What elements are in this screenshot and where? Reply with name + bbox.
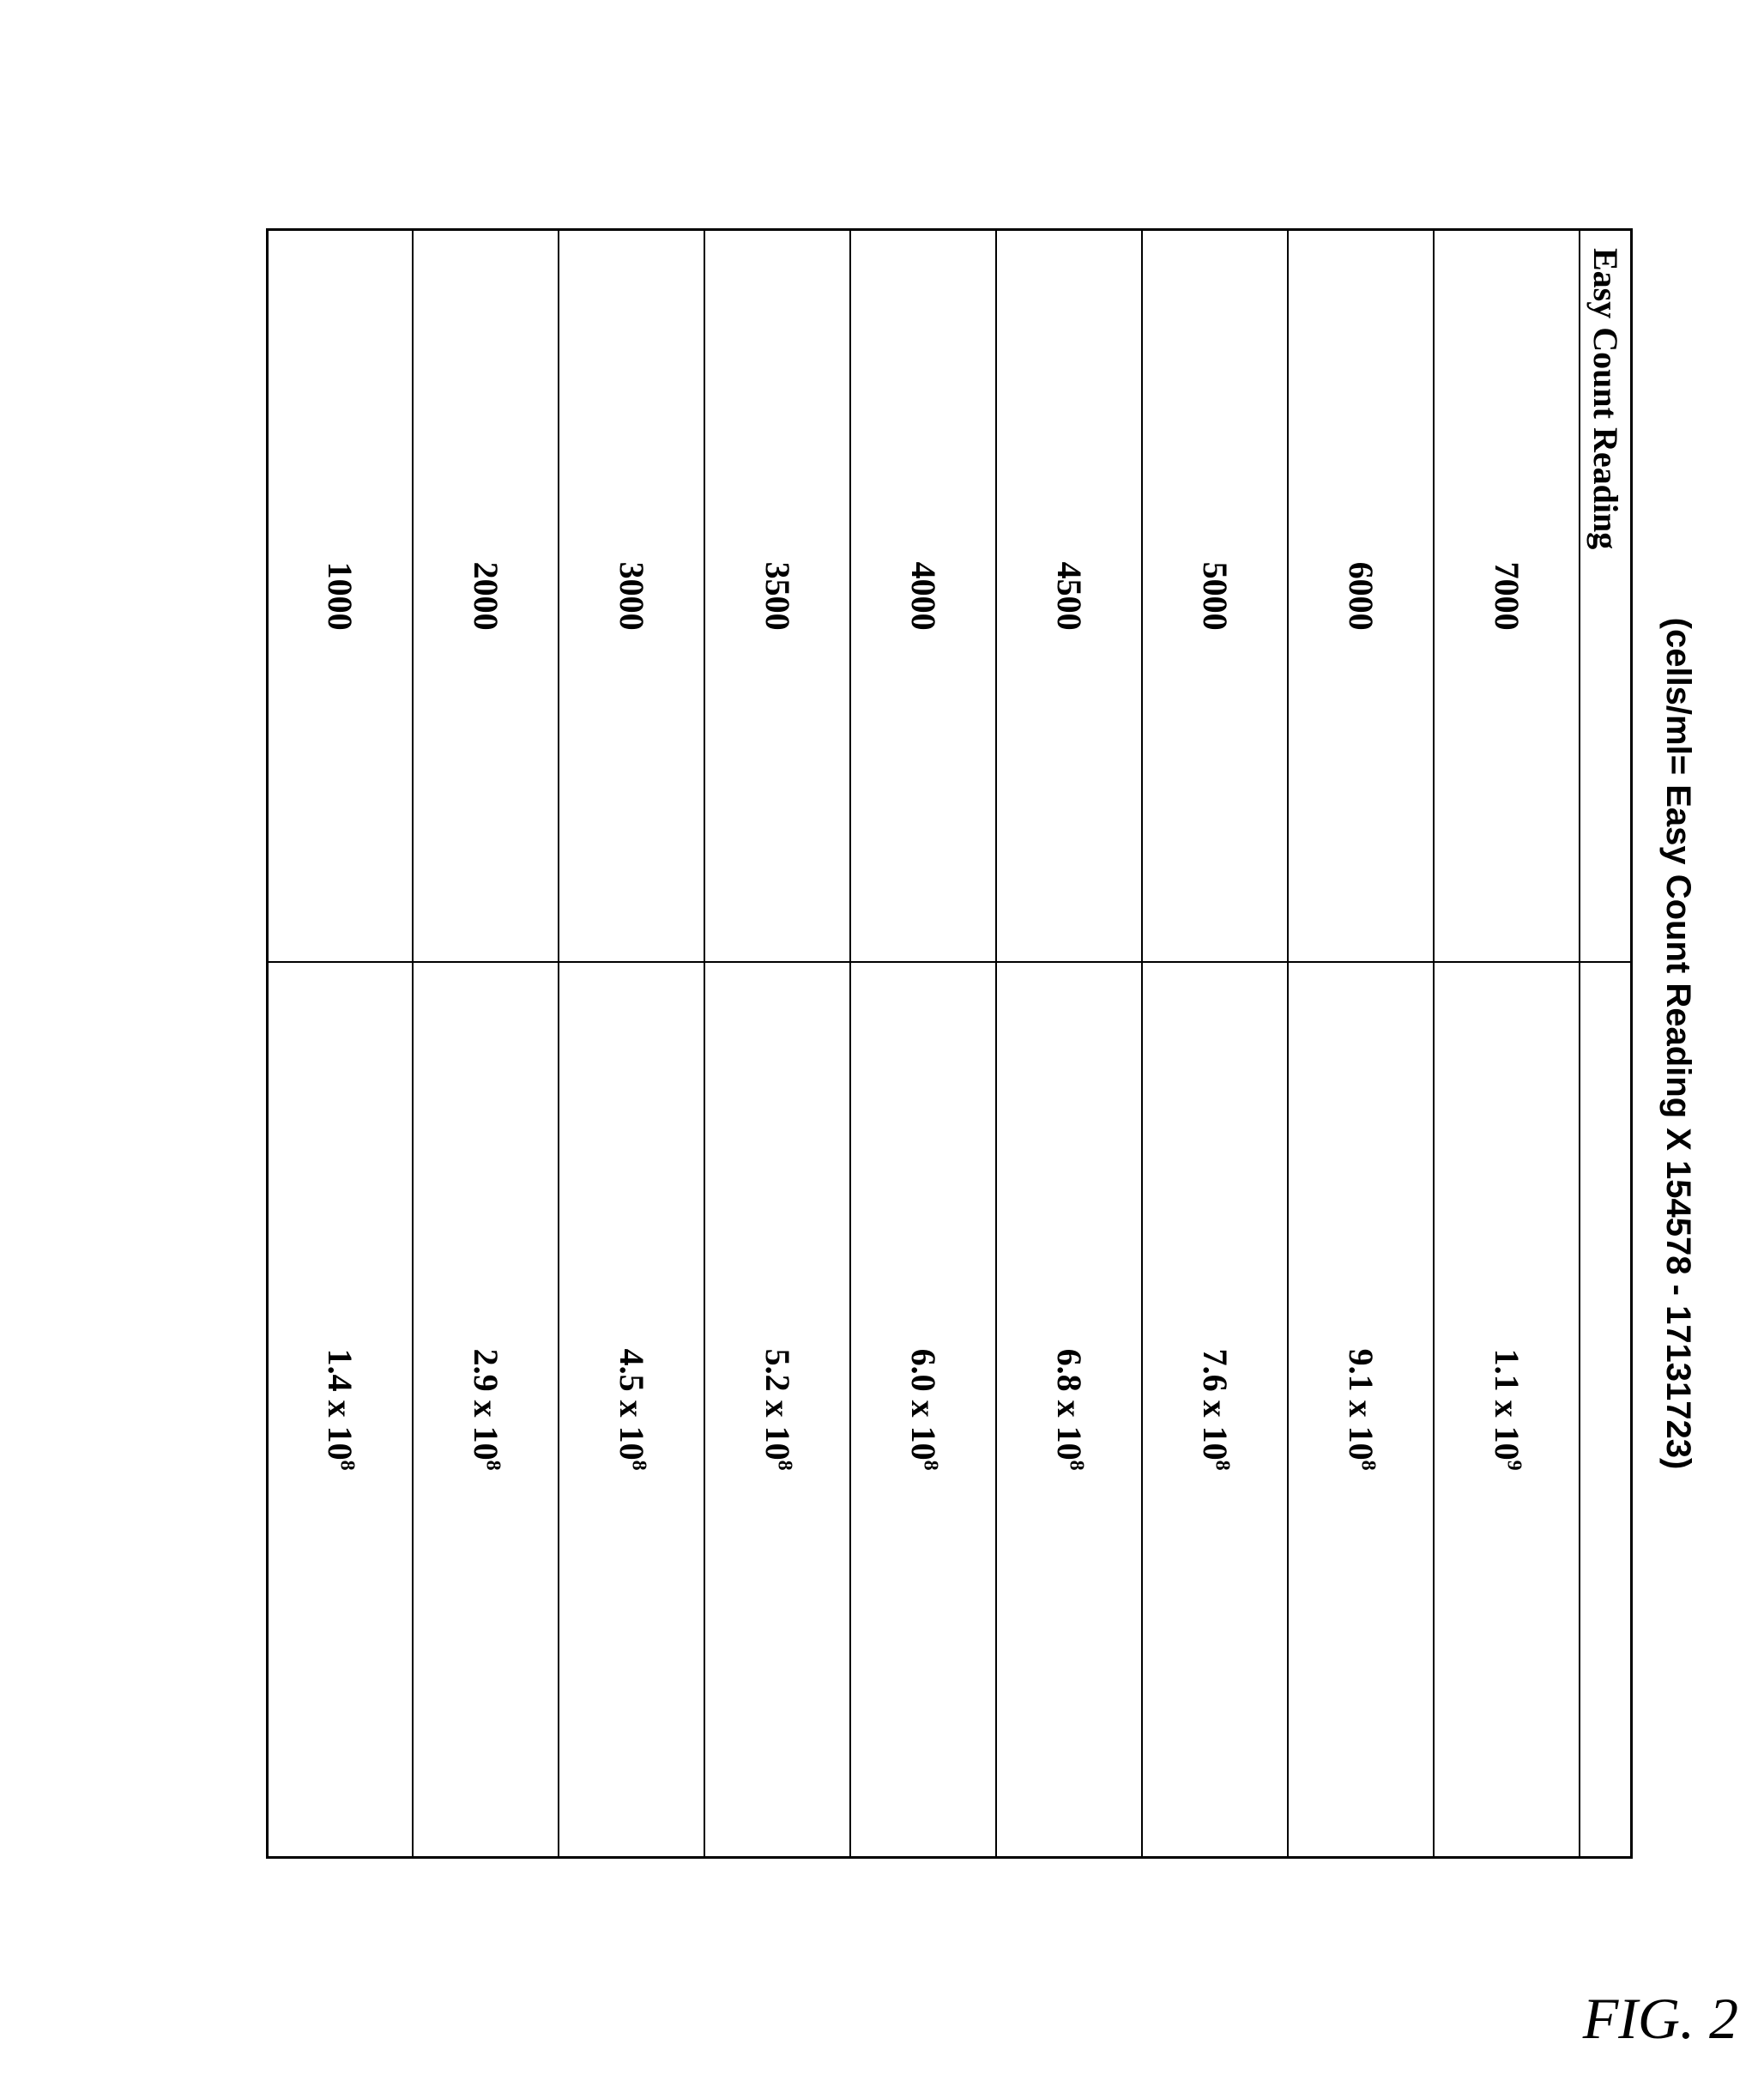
table-row: 3500 5.2 x 108 <box>705 230 851 1858</box>
cell-concentration: 1.1 x 109 <box>1435 962 1580 1857</box>
table-row: 7000 1.1 x 109 <box>1435 230 1580 1858</box>
cell-concentration: 5.2 x 108 <box>705 962 851 1857</box>
scientific-value: 6.8 x 108 <box>1049 1349 1090 1471</box>
cell-reading: 4500 <box>997 230 1143 963</box>
cell-reading: 3500 <box>705 230 851 963</box>
cell-reading: 1000 <box>268 230 414 963</box>
table-row: 4000 6.0 x 108 <box>851 230 997 1858</box>
figure-label: FIG. 2 <box>1583 1985 1738 2053</box>
cell-concentration: 4.5 x 108 <box>559 962 705 1857</box>
cell-concentration: 7.6 x 108 <box>1143 962 1289 1857</box>
scientific-value: 4.5 x 108 <box>612 1349 652 1471</box>
table-row: 2000 2.9 x 108 <box>414 230 559 1858</box>
header-empty <box>1580 962 1632 1857</box>
table-row: 3000 4.5 x 108 <box>559 230 705 1858</box>
cell-reading: 6000 <box>1289 230 1435 963</box>
cell-reading: 2000 <box>414 230 559 963</box>
table-body: 7000 1.1 x 109 6000 9.1 x 108 5000 7.6 x 108 4… <box>268 230 1580 1858</box>
cell-concentration: 6.8 x 108 <box>997 962 1143 1857</box>
scientific-value: 9.1 x 108 <box>1341 1349 1381 1471</box>
table-row: 1000 1.4 x 108 <box>268 230 414 1858</box>
table-row: 4500 6.8 x 108 <box>997 230 1143 1858</box>
cell-reading: 7000 <box>1435 230 1580 963</box>
scientific-value: 1.1 x 109 <box>1487 1349 1527 1471</box>
figure-label-text: FIG. 2 <box>1583 1986 1738 2051</box>
cell-concentration: 2.9 x 108 <box>414 962 559 1857</box>
scientific-value: 6.0 x 108 <box>903 1349 944 1471</box>
easy-count-table: Easy Count Reading 7000 1.1 x 109 6000 9.1 … <box>266 228 1633 1859</box>
cell-reading: 5000 <box>1143 230 1289 963</box>
formula-text: (cells/ml= Easy Count Reading X 154578 -… <box>1658 100 1697 1987</box>
table-row: 6000 9.1 x 108 <box>1289 230 1435 1858</box>
cell-concentration: 6.0 x 108 <box>851 962 997 1857</box>
table-header-row: Easy Count Reading <box>1580 230 1632 1858</box>
scientific-value: 5.2 x 108 <box>758 1349 798 1471</box>
scientific-value: 2.9 x 108 <box>466 1349 506 1471</box>
table-row: 5000 7.6 x 108 <box>1143 230 1289 1858</box>
scientific-value: 1.4 x 108 <box>320 1349 360 1471</box>
rotated-page-content: (cells/ml= Easy Count Reading X 154578 -… <box>67 100 1697 1987</box>
scientific-value: 7.6 x 108 <box>1195 1349 1235 1471</box>
cell-reading: 3000 <box>559 230 705 963</box>
cell-concentration: 1.4 x 108 <box>268 962 414 1857</box>
cell-concentration: 9.1 x 108 <box>1289 962 1435 1857</box>
cell-reading: 4000 <box>851 230 997 963</box>
header-easy-count-reading: Easy Count Reading <box>1580 230 1632 963</box>
